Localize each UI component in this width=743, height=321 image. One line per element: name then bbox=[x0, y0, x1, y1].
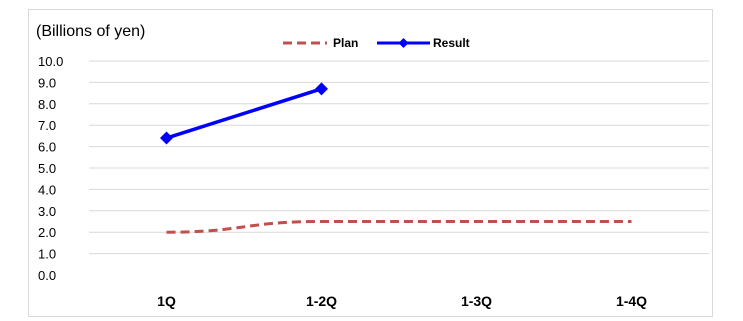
series-line-plan bbox=[166, 219, 632, 234]
y-tick-label: 9.0 bbox=[38, 75, 56, 90]
x-tick-label: 1-3Q bbox=[461, 293, 492, 309]
x-tick-label: 1-4Q bbox=[616, 293, 647, 309]
series-line-result bbox=[165, 87, 323, 140]
legend-plan-label: Plan bbox=[333, 36, 358, 50]
y-axis-ticks: 10.0 9.0 8.0 7.0 6.0 5.0 4.0 3.0 2.0 1.0 0.0 bbox=[38, 54, 63, 283]
y-tick-label: 7.0 bbox=[38, 118, 56, 133]
y-tick-label: 10.0 bbox=[38, 54, 63, 69]
x-axis-ticks: 1Q 1-2Q 1-3Q 1-4Q bbox=[157, 293, 647, 309]
data-point-result bbox=[315, 82, 328, 96]
y-tick-label: 8.0 bbox=[38, 97, 56, 112]
y-tick-label: 6.0 bbox=[38, 140, 56, 155]
x-tick-label: 1Q bbox=[157, 293, 176, 309]
y-tick-label: 2.0 bbox=[38, 225, 56, 240]
gridlines bbox=[89, 60, 709, 255]
data-point-result bbox=[160, 131, 173, 145]
series-plan bbox=[166, 219, 632, 234]
chart-frame bbox=[28, 9, 713, 317]
x-tick-label: 1-2Q bbox=[306, 293, 337, 309]
legend-result-marker bbox=[398, 38, 409, 48]
y-tick-label: 1.0 bbox=[38, 247, 56, 262]
series-layer bbox=[160, 82, 632, 234]
y-tick-label: 5.0 bbox=[38, 161, 56, 176]
y-tick-label: 4.0 bbox=[38, 182, 56, 197]
y-tick-label: 3.0 bbox=[38, 204, 56, 219]
legend-result-label: Result bbox=[433, 36, 470, 50]
unit-label: (Billions of yen) bbox=[36, 23, 145, 40]
y-tick-label: 0.0 bbox=[38, 268, 56, 283]
series-result bbox=[160, 82, 328, 145]
legend: Plan Result bbox=[283, 36, 470, 50]
